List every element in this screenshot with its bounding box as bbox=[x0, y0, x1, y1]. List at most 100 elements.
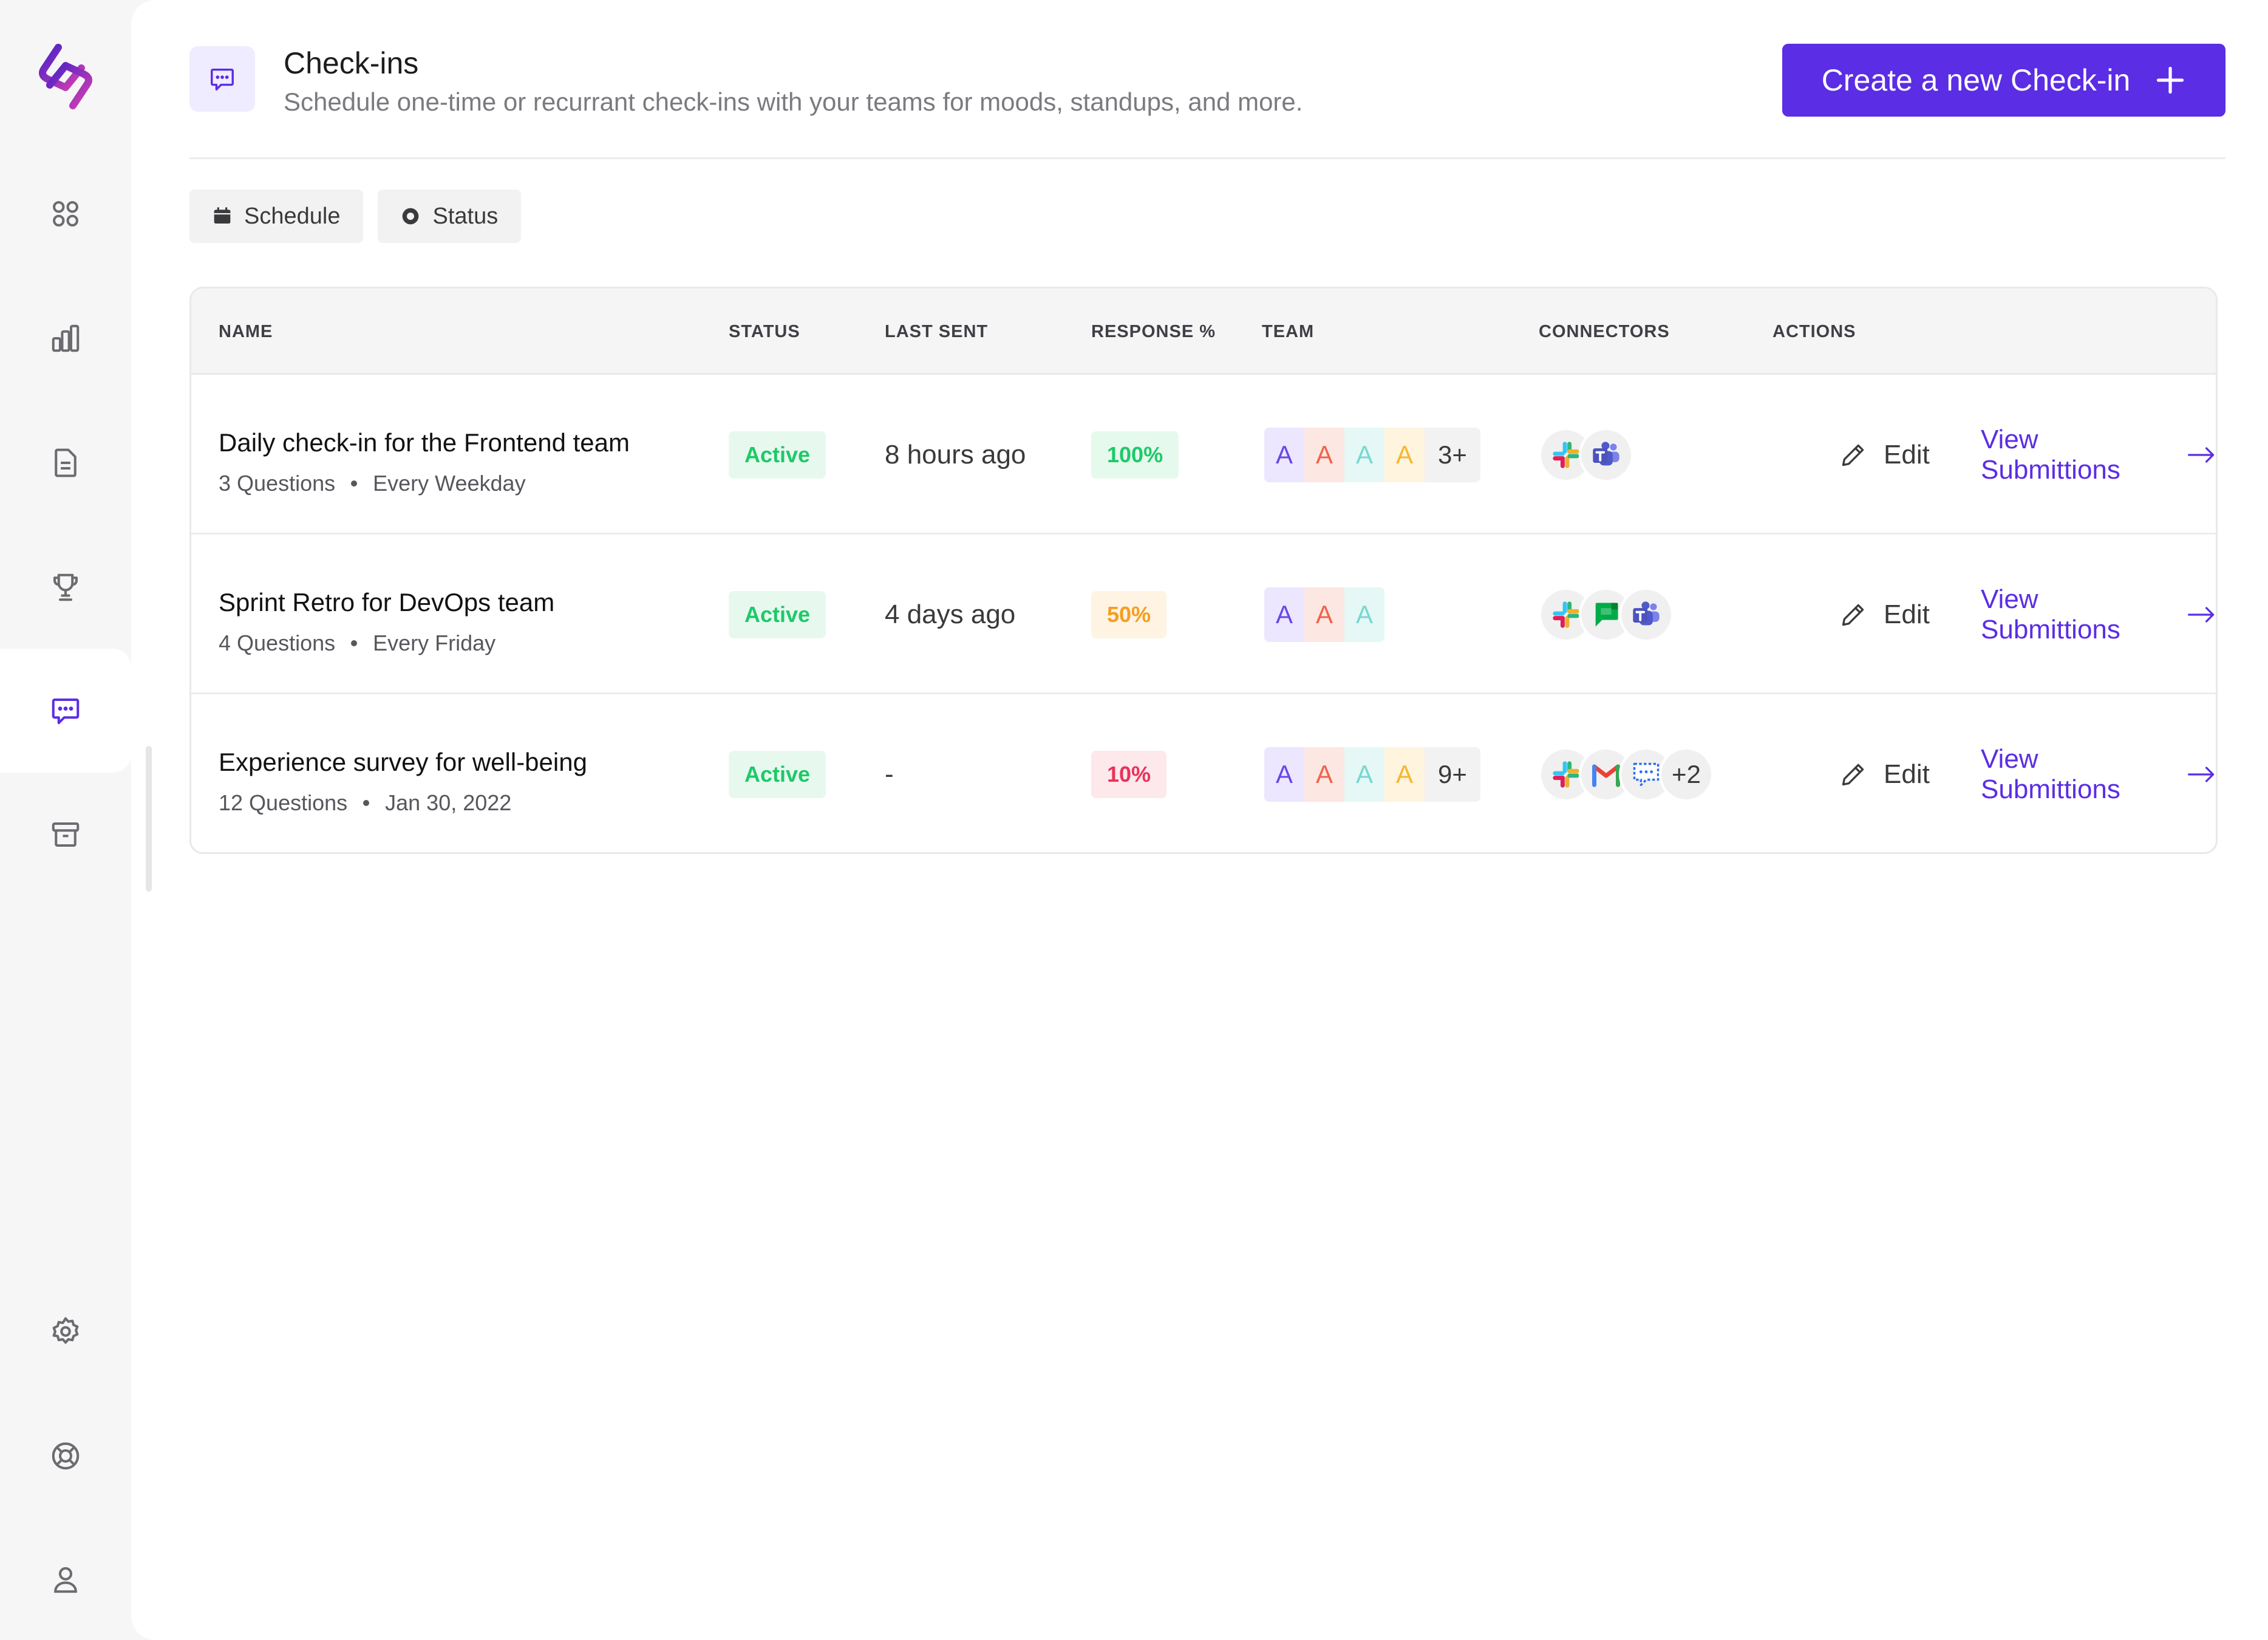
nav-archive[interactable] bbox=[0, 773, 131, 897]
view-submissions-link[interactable]: View Submittions bbox=[1981, 744, 2216, 805]
page-subtitle: Schedule one-time or recurrant check-ins… bbox=[284, 87, 1303, 116]
column-status[interactable]: STATUS bbox=[729, 321, 800, 341]
last-sent-text: - bbox=[885, 759, 894, 789]
plus-icon bbox=[2157, 66, 2184, 94]
column-response[interactable]: RESPONSE % bbox=[1091, 321, 1216, 341]
connectors-more-count[interactable]: +2 bbox=[1659, 747, 1714, 802]
column-connectors[interactable]: CONNECTORS bbox=[1539, 321, 1670, 341]
team-avatar[interactable]: A bbox=[1264, 587, 1304, 642]
edit-label: Edit bbox=[1884, 599, 1930, 629]
team-avatar[interactable]: A bbox=[1344, 427, 1384, 482]
settings-icon bbox=[52, 1317, 79, 1344]
check-in-title[interactable]: Daily check-in for the Frontend team bbox=[219, 428, 630, 457]
table-body: Daily check-in for the Frontend team 3 Q… bbox=[191, 375, 2216, 852]
schedule-text: Every Friday bbox=[373, 630, 496, 655]
nav-check-ins[interactable] bbox=[0, 649, 131, 773]
team-cell: A A A A 3+ bbox=[1264, 375, 1480, 535]
dashboard-icon bbox=[53, 201, 78, 227]
nav-achievements[interactable] bbox=[0, 525, 131, 649]
status-badge: Active bbox=[729, 750, 826, 798]
check-in-title[interactable]: Experience survey for well-being bbox=[219, 748, 587, 776]
edit-button[interactable]: Edit bbox=[1840, 600, 1930, 630]
view-submissions-link[interactable]: View Submittions bbox=[1981, 425, 2216, 485]
arrow-right-icon bbox=[2188, 446, 2215, 463]
pencil-icon bbox=[1842, 604, 1864, 626]
connector-chat-bubble[interactable] bbox=[1619, 747, 1674, 802]
connector-teams[interactable] bbox=[1579, 427, 1633, 482]
calendar-icon bbox=[214, 207, 231, 224]
connectors-cell bbox=[1539, 535, 1674, 694]
create-check-in-button[interactable]: Create a new Check-in bbox=[1782, 44, 2225, 117]
edit-button[interactable]: Edit bbox=[1840, 759, 1930, 790]
view-submissions-label: View Submittions bbox=[1981, 584, 2120, 644]
filter-bar: Schedule Status bbox=[189, 190, 522, 243]
table-row[interactable]: Sprint Retro for DevOps team 4 Questions… bbox=[191, 535, 2216, 694]
team-avatars: A A A A 9+ bbox=[1264, 747, 1480, 802]
response-cell: 10% bbox=[1091, 694, 1167, 852]
check-in-title[interactable]: Sprint Retro for DevOps team bbox=[219, 588, 555, 617]
view-submissions-link[interactable]: View Submittions bbox=[1981, 584, 2216, 645]
column-team[interactable]: TEAM bbox=[1262, 321, 1315, 341]
profile-icon bbox=[54, 1567, 77, 1593]
last-sent-text: 8 hours ago bbox=[885, 439, 1026, 470]
last-sent-cell: 8 hours ago bbox=[885, 375, 1026, 535]
document-icon bbox=[55, 448, 77, 477]
team-avatar[interactable]: A bbox=[1344, 587, 1384, 642]
status-badge: Active bbox=[729, 590, 826, 638]
team-avatar[interactable]: A bbox=[1304, 747, 1344, 802]
response-badge: 10% bbox=[1091, 750, 1167, 798]
nav-support[interactable] bbox=[0, 1394, 131, 1518]
gmail-icon bbox=[1592, 764, 1620, 787]
slack-icon bbox=[1553, 601, 1579, 628]
check-ins-header-icon bbox=[189, 46, 255, 112]
sidebar bbox=[0, 0, 131, 1640]
create-check-in-label: Create a new Check-in bbox=[1821, 63, 2131, 97]
connectors-cell: +2 bbox=[1539, 694, 1714, 852]
nav-profile[interactable] bbox=[0, 1517, 131, 1640]
view-cell: View Submittions bbox=[1981, 694, 2216, 852]
team-avatar[interactable]: A bbox=[1304, 427, 1344, 482]
status-cell: Active bbox=[729, 535, 826, 694]
page-header: Check-ins Schedule one-time or recurrant… bbox=[189, 44, 2225, 159]
team-avatar[interactable]: A bbox=[1264, 427, 1304, 482]
nav-settings[interactable] bbox=[0, 1269, 131, 1393]
edit-button[interactable]: Edit bbox=[1840, 440, 1930, 470]
nav-analytics[interactable] bbox=[0, 276, 131, 400]
team-more-count[interactable]: 3+ bbox=[1425, 427, 1480, 482]
team-more-count[interactable]: 9+ bbox=[1425, 747, 1480, 802]
team-avatar[interactable]: A bbox=[1344, 747, 1384, 802]
teams-icon bbox=[1633, 601, 1660, 625]
chat-bubble-icon bbox=[1633, 762, 1660, 786]
response-badge: 50% bbox=[1091, 590, 1167, 638]
separator-dot bbox=[363, 800, 370, 806]
status-circle-icon bbox=[403, 208, 419, 225]
nav-documents[interactable] bbox=[0, 401, 131, 525]
table-row[interactable]: Experience survey for well-being 12 Ques… bbox=[191, 694, 2216, 852]
arrow-right-icon bbox=[2188, 766, 2215, 782]
connector-slack[interactable] bbox=[1539, 747, 1593, 802]
status-filter-button[interactable]: Status bbox=[378, 190, 522, 243]
app-logo-icon[interactable] bbox=[35, 43, 96, 111]
separator-dot bbox=[351, 480, 358, 487]
connector-list bbox=[1539, 587, 1674, 642]
arrow-right-icon bbox=[2188, 606, 2215, 623]
team-avatar[interactable]: A bbox=[1304, 587, 1344, 642]
connector-teams[interactable] bbox=[1619, 587, 1674, 642]
check-in-meta: 4 Questions Every Friday bbox=[219, 630, 495, 656]
slack-icon bbox=[1553, 441, 1579, 468]
status-badge: Active bbox=[729, 431, 826, 479]
team-avatar[interactable]: A bbox=[1264, 747, 1304, 802]
analytics-icon bbox=[52, 324, 80, 352]
team-avatar[interactable]: A bbox=[1384, 747, 1425, 802]
team-avatar[interactable]: A bbox=[1384, 427, 1425, 482]
separator-dot bbox=[351, 640, 358, 646]
column-name[interactable]: NAME bbox=[219, 321, 273, 341]
table-row[interactable]: Daily check-in for the Frontend team 3 Q… bbox=[191, 375, 2216, 535]
nav-dashboard[interactable] bbox=[0, 152, 131, 276]
check-ins-table: NAME STATUS LAST SENT RESPONSE % TEAM CO… bbox=[189, 287, 2218, 854]
teams-icon bbox=[1593, 441, 1619, 465]
column-last-sent[interactable]: LAST SENT bbox=[885, 321, 989, 341]
schedule-filter-button[interactable]: Schedule bbox=[189, 190, 364, 243]
scrollbar[interactable] bbox=[146, 746, 152, 892]
